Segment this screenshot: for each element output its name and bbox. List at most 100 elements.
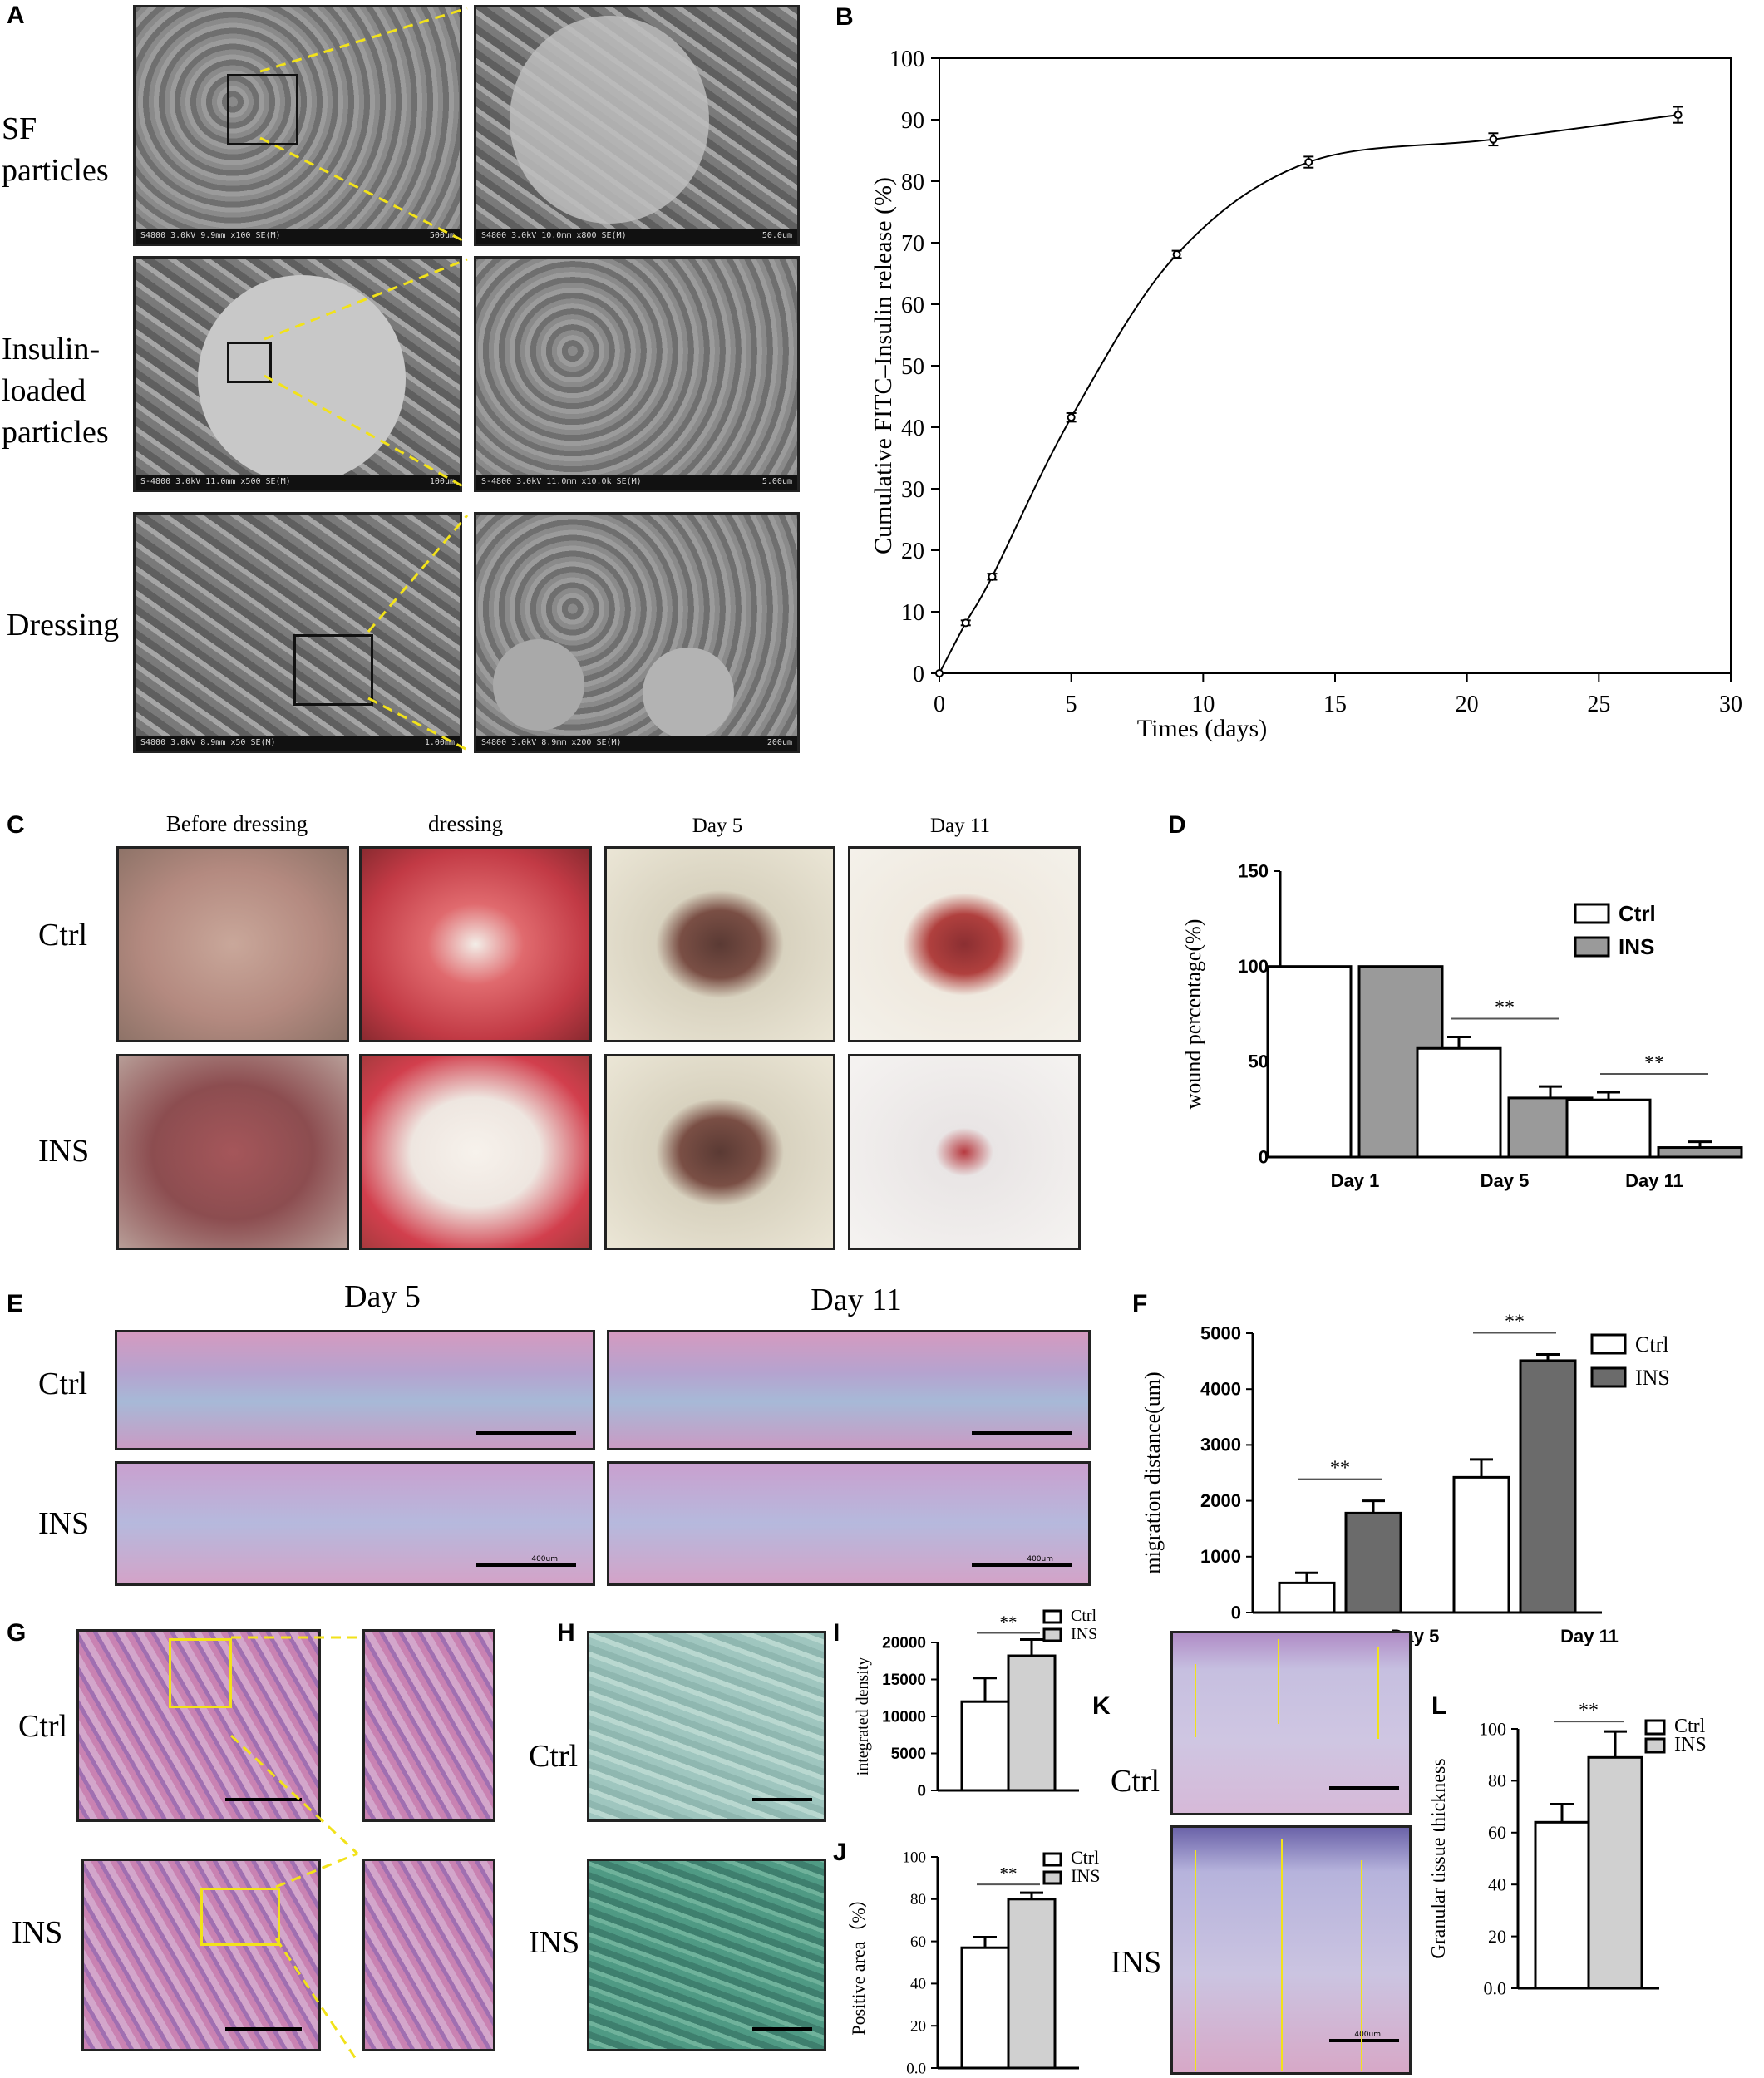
row-label-sf-particles: SF particles: [2, 108, 126, 191]
bar-ctrl: [1278, 1581, 1336, 1614]
row-label-insulin-loaded: Insulin-loaded particles: [2, 328, 126, 453]
legend-swatch-ctrl: [1042, 1609, 1062, 1624]
bar-ctrl: [1452, 1475, 1510, 1614]
data-point: [935, 669, 944, 677]
y-tick-label: 0: [917, 1782, 926, 1800]
row-label-ins: INS: [12, 1915, 63, 1950]
significance-marker: **: [1579, 1700, 1599, 1721]
y-tick-label: 0.0: [1484, 1977, 1507, 1998]
legend-label-ins: INS: [1635, 1366, 1670, 1390]
y-tick-label: 50: [1249, 1051, 1269, 1072]
y-tick-label: 20: [901, 539, 924, 564]
scale-bar: [1329, 2039, 1399, 2042]
chart-b-release-curve: 0 10 20 30 40 50 60 70 80 90 100 0 5 10 15 20 25 30 Times …: [870, 47, 1742, 742]
y-tick-label: 80: [901, 170, 924, 195]
bar-ins: [1344, 1511, 1402, 1614]
sem-image-insulin-low-mag: S-4800 3.0kV 11.0mm x500 SE(M) 100um: [133, 256, 462, 492]
y-tick-label: 50: [901, 354, 924, 380]
scale-bar: [225, 1798, 302, 1801]
y-tick-label: 2000: [1200, 1490, 1241, 1511]
scale-label: 400um: [1354, 2031, 1381, 2039]
legend-label-ins: INS: [1071, 1865, 1100, 1886]
legend-swatch-ctrl: [1644, 1719, 1666, 1736]
histology-ctrl-granulation: [1170, 1631, 1412, 1815]
y-axis-label: integrated density: [854, 1657, 872, 1776]
panel-letter-f: F: [1132, 1290, 1148, 1317]
y-axis-label: Cumulative FITC–Insulin release (%): [870, 177, 897, 554]
chart-f-migration-distance: 0 1000 2000 3000 4000 5000 migration distance(…: [1141, 1312, 1670, 1646]
photo-ins-dressing: [359, 1054, 592, 1250]
histology-ctrl-day11: [607, 1330, 1091, 1450]
x-category-label: Day 5: [1481, 1170, 1530, 1191]
bar-ctrl: [1266, 965, 1353, 1159]
y-axis-label: Granular tissue thickness: [1428, 1758, 1450, 1958]
bar-ctrl: [1534, 1820, 1590, 1990]
bar-ins: [1519, 1359, 1577, 1614]
zoom-box: [227, 342, 272, 383]
legend-label-ctrl: Ctrl: [1071, 1608, 1097, 1625]
sem-scale-label: 100um: [429, 477, 455, 486]
col-label-day5: Day 5: [344, 1279, 421, 1314]
bar-ins: [1587, 1755, 1643, 1990]
scale-bar: [752, 1798, 812, 1801]
zoom-box: [227, 74, 298, 145]
scale-bar: [225, 2027, 302, 2031]
data-point: [1304, 158, 1313, 167]
y-tick-label: 10000: [882, 1708, 926, 1726]
sem-image-sf-high-mag: S4800 3.0kV 10.0mm x800 SE(M) 50.0um: [474, 5, 800, 246]
y-tick-label: 40: [901, 416, 924, 441]
row-label-ctrl: Ctrl: [18, 1709, 68, 1744]
x-axis-label: Times (days): [1137, 715, 1267, 742]
col-label-day5: Day 5: [692, 815, 743, 837]
x-tick-label: 15: [1323, 692, 1347, 717]
sem-scale-label: 500um: [429, 231, 455, 240]
scale-bar: [1329, 1786, 1399, 1790]
significance-marker: **: [1495, 997, 1515, 1019]
x-tick-label: 30: [1719, 692, 1742, 717]
ihc-ins: [587, 1859, 826, 2051]
y-tick-label: 60: [910, 1933, 926, 1951]
legend-label-ins: INS: [1071, 1625, 1097, 1643]
photo-ctrl-before-dressing: [116, 846, 349, 1042]
histology-ins-day5: 400um: [115, 1461, 595, 1586]
y-tick-label: 100: [903, 1849, 927, 1866]
data-point: [1067, 413, 1076, 422]
y-tick-label: 0: [913, 662, 924, 687]
panel-letter-i: I: [833, 1619, 840, 1647]
scale-label: 400um: [1027, 1555, 1053, 1563]
chart-i-integrated-density: 0 5000 10000 15000 20000 integrated density **…: [854, 1608, 1097, 1800]
sem-image-dressing-high-mag: S4800 3.0kV 8.9mm x200 SE(M) 200um: [474, 512, 800, 753]
legend-label-ctrl: Ctrl: [1071, 1847, 1099, 1868]
col-label-day11: Day 11: [811, 1283, 902, 1317]
y-tick-label: 30: [901, 477, 924, 503]
thickness-arrows: [1195, 1639, 1379, 2071]
x-tick-label: 5: [1066, 692, 1077, 717]
y-tick-label: 90: [901, 108, 924, 134]
x-tick-label: 25: [1587, 692, 1610, 717]
significance-marker: **: [1000, 1864, 1018, 1883]
legend-swatch-ins: [1574, 936, 1610, 958]
significance-marker: **: [1644, 1052, 1664, 1074]
sem-info-bar: S-4800 3.0kV 11.0mm x10.0k SE(M): [476, 475, 797, 490]
row-label-ins: INS: [38, 1134, 90, 1169]
zoom-box: [169, 1638, 232, 1708]
y-tick-label: 1000: [1200, 1546, 1241, 1567]
zoom-connectors-g: [229, 1636, 359, 2062]
particle-shape: [643, 648, 734, 739]
row-label-sf-text: SF particles: [2, 111, 109, 188]
y-axis-label: wound percentage(%): [1181, 919, 1205, 1110]
zoom-connectors: [259, 7, 469, 751]
y-tick-label: 15000: [882, 1672, 926, 1689]
legend-swatch-ctrl: [1574, 903, 1610, 924]
y-tick-label: 150: [1238, 860, 1269, 881]
chart-d-wound-percentage: 0 50 100 150 wound percentage(%) Day 1 Day 5 **…: [1181, 860, 1743, 1191]
x-tick-label: 0: [934, 692, 945, 717]
scale-bar: [476, 1563, 576, 1567]
panel-letter-d: D: [1168, 811, 1186, 839]
row-label-ctrl: Ctrl: [1111, 1764, 1160, 1799]
histology-ins-vessels: [81, 1859, 321, 2051]
legend-swatch-ins: [1644, 1737, 1666, 1754]
sem-image-insulin-high-mag: S-4800 3.0kV 11.0mm x10.0k SE(M) 5.00um: [474, 256, 800, 492]
histology-ctrl-vessels: [76, 1629, 321, 1822]
y-tick-label: 100: [1479, 1718, 1506, 1739]
